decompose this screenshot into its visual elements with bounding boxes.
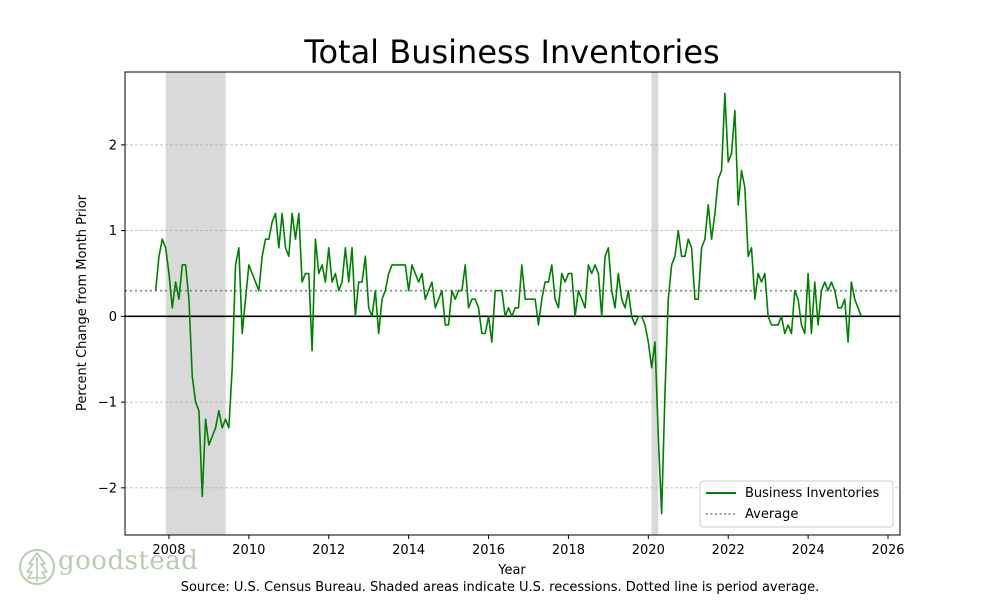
- x-tick-label: 2016: [472, 543, 505, 558]
- source-note: Source: U.S. Census Bureau. Shaded areas…: [180, 580, 820, 595]
- plot-frame: [124, 71, 901, 536]
- x-tick-label: 2010: [232, 543, 265, 558]
- y-tick-label: −1: [98, 396, 117, 411]
- legend-label-average: Average: [745, 507, 798, 522]
- legend-label-series: Business Inventories: [745, 486, 879, 501]
- legend: Business Inventories Average: [699, 480, 894, 528]
- y-tick-label: 2: [109, 138, 117, 153]
- recession-band-2: [651, 72, 659, 535]
- plot-area: 2008 2010 2012 2014 2016 2018 2020 2022 2024 2026…: [98, 71, 905, 558]
- y-tick-label: −2: [98, 481, 117, 496]
- chart-title: Total Business Inventories: [303, 33, 719, 71]
- x-axis-label: Year: [497, 563, 526, 578]
- x-tick-label: 2020: [632, 543, 665, 558]
- x-tick-label: 2026: [871, 543, 904, 558]
- y-tick-label: 0: [109, 310, 117, 325]
- series-line-business-inventories: [154, 92, 863, 515]
- x-tick-label: 2012: [312, 543, 345, 558]
- logo-wordmark: goodstead: [58, 546, 199, 576]
- recession-band-1: [165, 72, 226, 535]
- x-tick-label: 2024: [792, 543, 825, 558]
- y-tick-label: 1: [109, 224, 117, 239]
- tree-icon: [19, 549, 55, 585]
- goodstead-logo: goodstead: [18, 546, 198, 588]
- x-tick-label: 2022: [712, 543, 745, 558]
- x-tick-label: 2008: [152, 543, 185, 558]
- x-tick-label: 2018: [552, 543, 585, 558]
- legend-box: [699, 480, 894, 528]
- x-tick-label: 2014: [392, 543, 425, 558]
- y-axis-label: Percent Change from Month Prior: [75, 194, 90, 411]
